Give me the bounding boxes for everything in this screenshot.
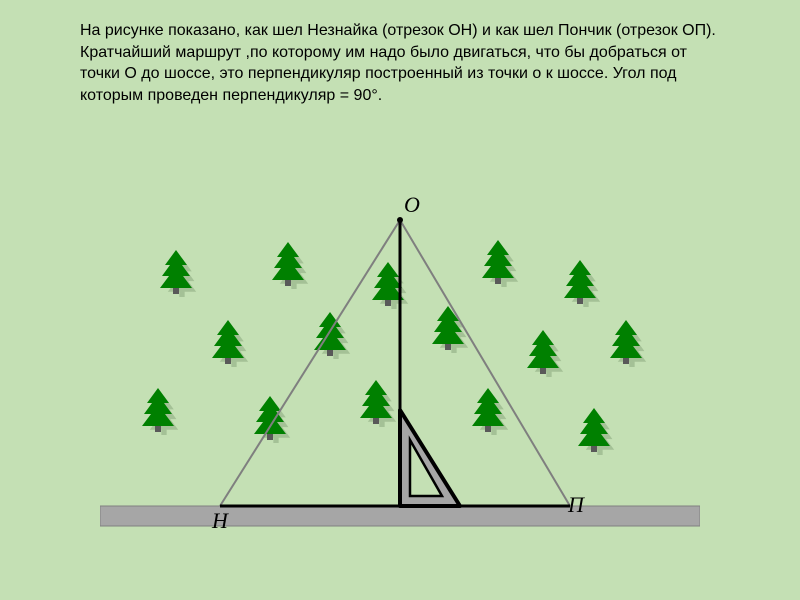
road — [100, 506, 700, 526]
paragraph-2: Кратчайший маршрут ,по которому им надо … — [80, 44, 687, 104]
label-H: Н — [212, 508, 228, 534]
label-P: П — [568, 492, 584, 518]
diagram-svg — [100, 180, 700, 560]
label-O: О — [404, 192, 420, 218]
geometry-diagram: О Н П — [100, 180, 700, 560]
paragraph-1: На рисунке показано, как шел Незнайка (о… — [80, 22, 716, 39]
explanation-text: На рисунке показано, как шел Незнайка (о… — [80, 20, 720, 106]
line-OH — [220, 220, 400, 506]
point-O — [397, 217, 403, 223]
